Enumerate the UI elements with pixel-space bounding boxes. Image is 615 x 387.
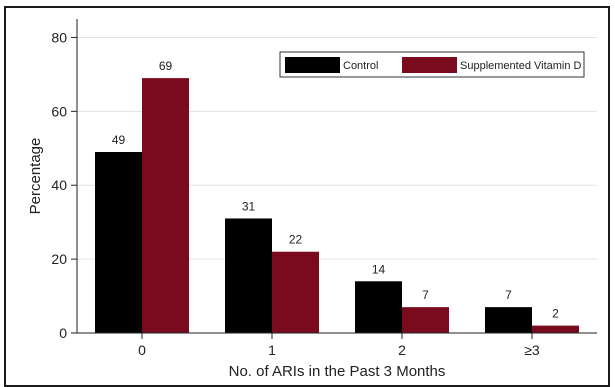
bar-value-label: 14 [372,262,386,276]
x-tick-label: ≥3 [524,342,540,358]
bar-vitamin-d [532,325,579,333]
x-tick-label: 2 [398,342,406,358]
bar-control [225,218,272,333]
bar-vitamin-d [142,78,189,333]
bar-vitamin-d [402,307,449,333]
bar-value-label: 2 [552,307,559,321]
bar-control [355,281,402,333]
bar-value-label: 7 [422,288,429,302]
y-tick-label: 60 [51,103,67,119]
bar-vitamin-d [272,251,319,333]
x-axis-ticks: 0 1 2 ≥3 [138,333,540,358]
legend-label-control: Control [343,60,378,72]
y-tick-label: 0 [59,325,67,341]
legend-swatch-vitamin-d [402,57,457,73]
x-tick-label: 0 [138,342,146,358]
y-tick-label: 20 [51,251,67,267]
legend-label-vitamin-d: Supplemented Vitamin D [460,60,582,72]
bars [95,78,579,333]
bar-value-label: 69 [159,59,173,73]
bar-value-label: 31 [242,199,256,213]
bar-value-label: 7 [505,288,512,302]
bar-control [95,151,142,333]
y-tick-label: 40 [51,177,67,193]
y-axis-ticks: 0 20 40 60 80 [51,29,77,341]
bar-control [485,307,532,333]
y-tick-label: 80 [51,29,67,45]
x-tick-label: 1 [268,342,276,358]
bar-value-label: 49 [112,133,126,147]
x-axis-title: No. of ARIs in the Past 3 Months [229,363,446,380]
legend: Control Supplemented Vitamin D [279,51,585,78]
bar-value-label: 22 [289,233,303,247]
legend-swatch-control [285,57,340,73]
data-labels: 49 69 31 22 14 7 7 2 [112,59,559,321]
y-axis-title: Percentage [27,138,44,215]
